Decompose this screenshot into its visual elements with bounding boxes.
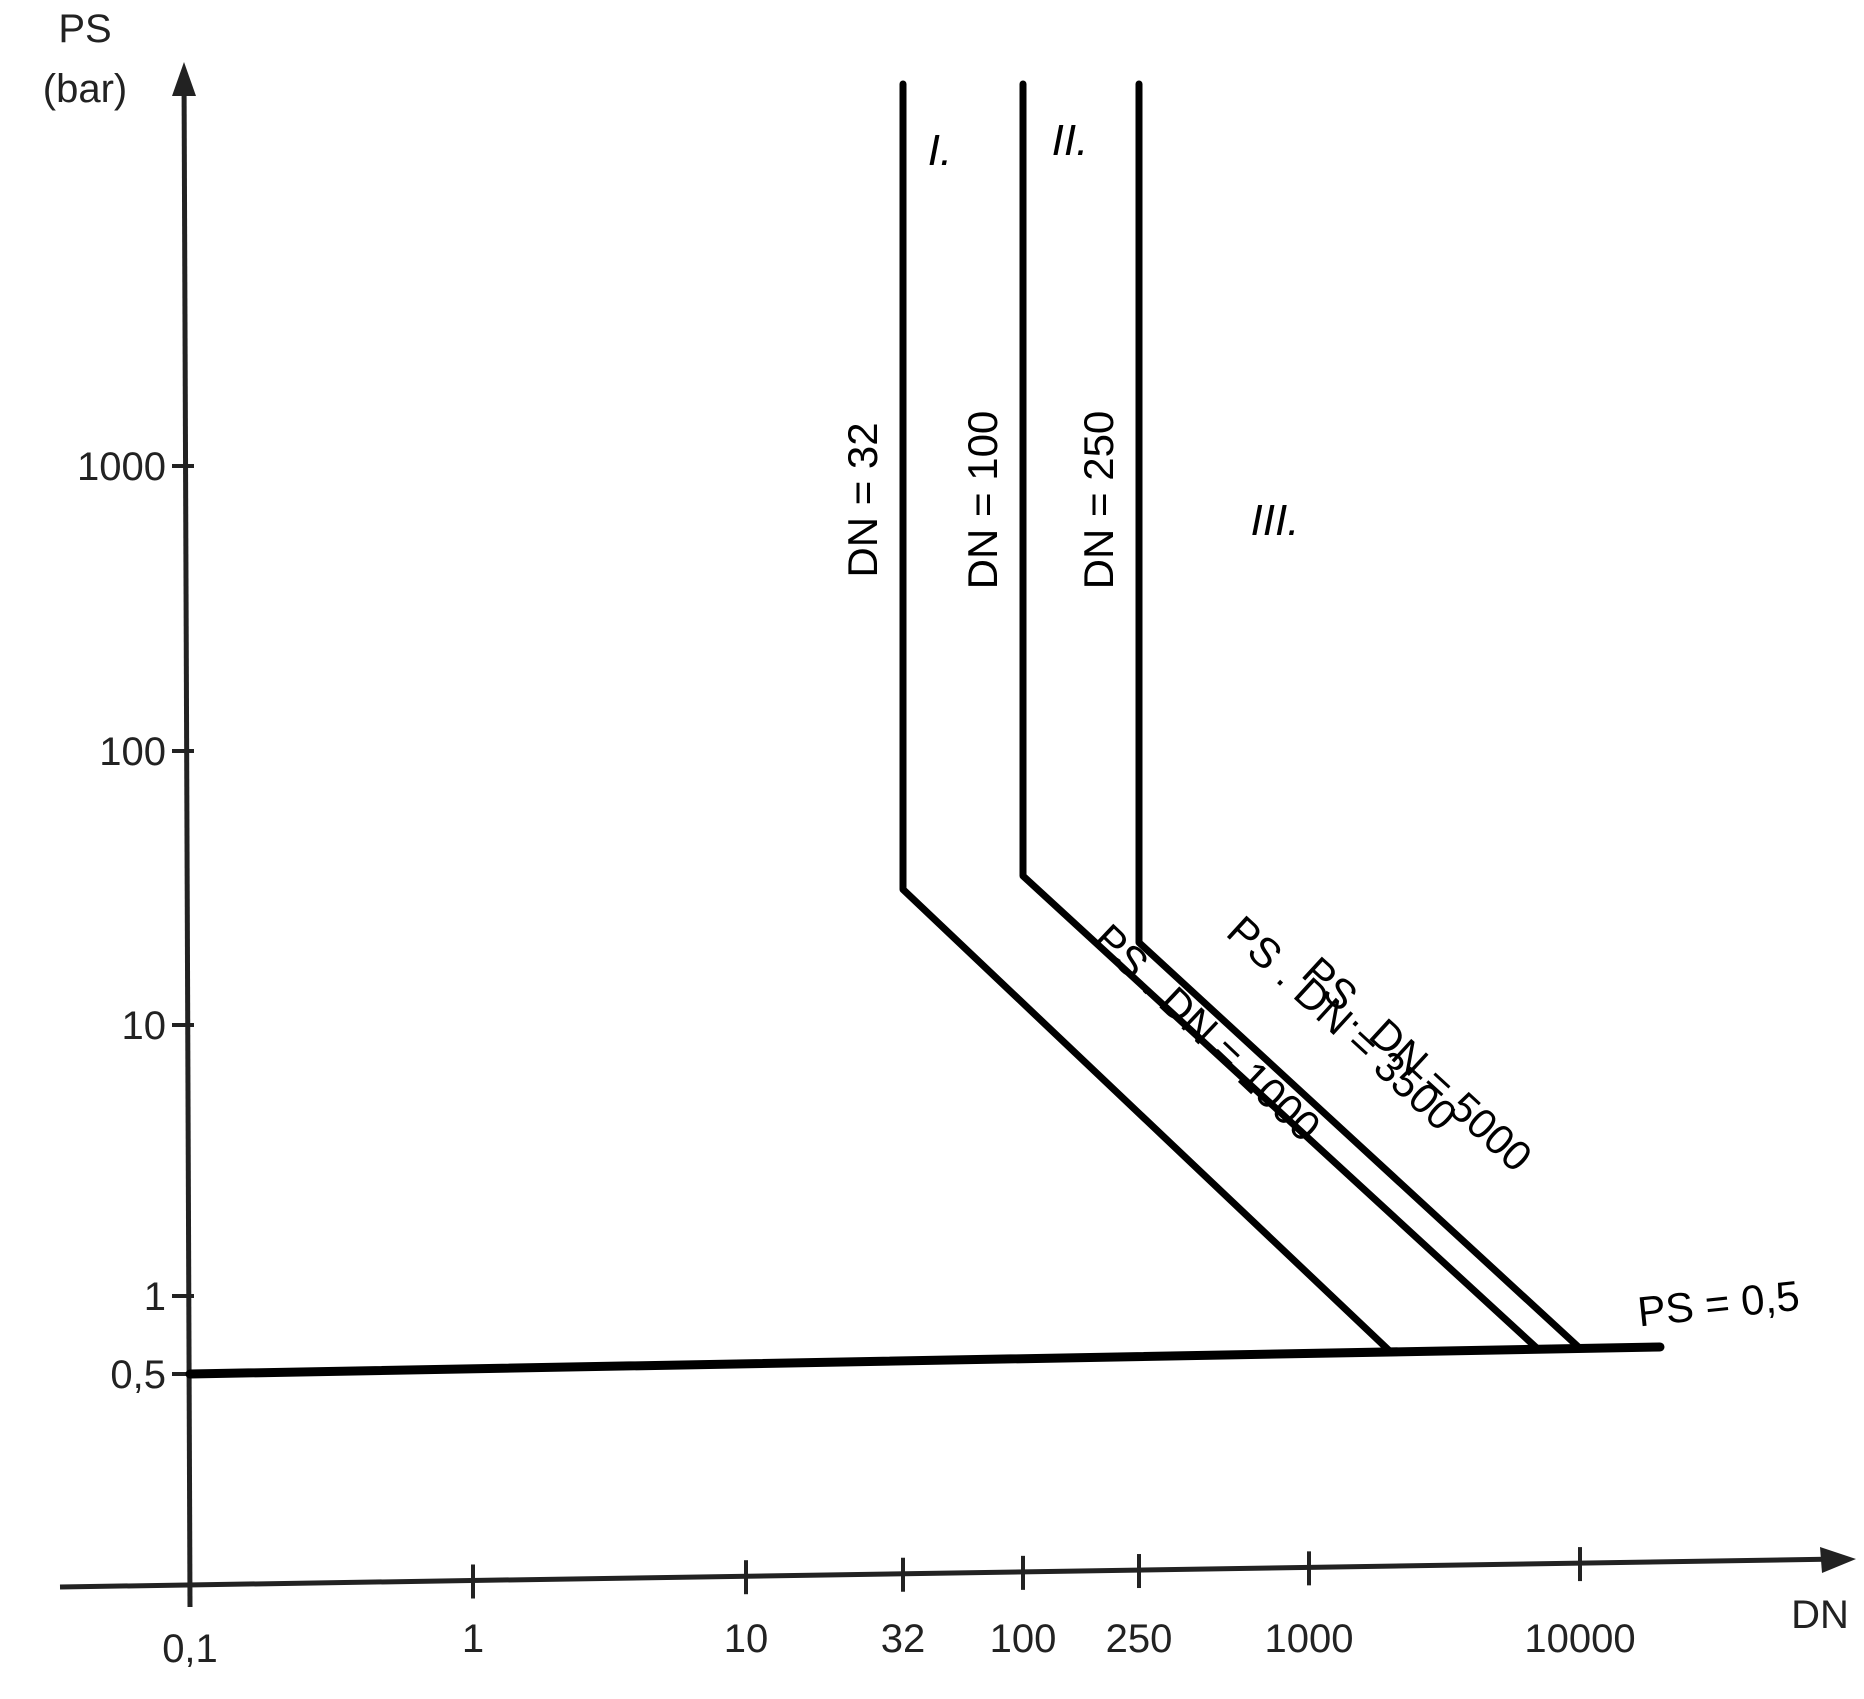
y-tick-label: 10 [122, 1004, 167, 1048]
x-tick-label: 32 [881, 1617, 926, 1661]
curve-vertical-label: DN = 100 [959, 411, 1006, 590]
y-tick-label: 1000 [77, 445, 166, 489]
region-label: I. [928, 126, 952, 175]
y-axis-arrow [172, 62, 196, 96]
y-axis-unit: (bar) [43, 67, 127, 111]
curve-line [1019, 80, 1542, 1353]
baseline-ps-0-5 [185, 1342, 1665, 1379]
y-tick-label: 0,5 [110, 1353, 166, 1397]
region-label: III. [1251, 496, 1300, 545]
x-tick-label: 1000 [1265, 1617, 1354, 1661]
baseline-label: PS = 0,5 [1635, 1272, 1801, 1336]
x-tick-label: 100 [990, 1617, 1057, 1661]
x-axis-arrow [1820, 1547, 1856, 1573]
x-tick-label: 0,1 [162, 1627, 218, 1671]
curve-vertical-label: DN = 32 [839, 422, 886, 577]
x-tick-label: 10 [724, 1617, 769, 1661]
y-axis-title: PS [58, 7, 111, 51]
y-tick-label: 100 [99, 730, 166, 774]
region-label: II. [1052, 116, 1089, 165]
x-axis-title: DN [1791, 1593, 1849, 1637]
x-tick-label: 1 [462, 1617, 484, 1661]
x-tick-label: 10000 [1524, 1617, 1635, 1661]
curve-line [899, 80, 1395, 1356]
curve-line [1135, 80, 1584, 1352]
y-tick-label: 1 [144, 1275, 166, 1319]
x-axis-line [59, 1556, 1841, 1590]
y-axis-line [181, 69, 193, 1608]
curve-vertical-label: DN = 250 [1075, 411, 1122, 590]
curve-diagonal-label: PS . DN = 5000 [1294, 948, 1541, 1181]
x-tick-label: 250 [1106, 1617, 1173, 1661]
